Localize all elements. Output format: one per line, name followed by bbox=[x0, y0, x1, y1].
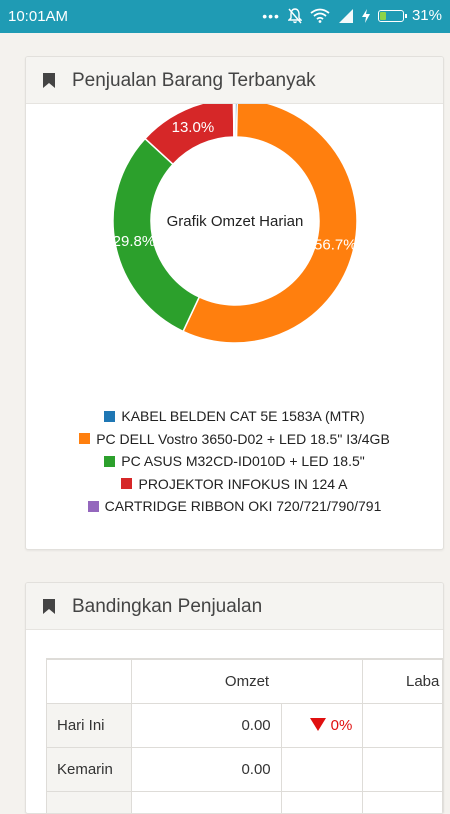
row-label: Hari Ini bbox=[46, 702, 132, 748]
bookmark-icon bbox=[43, 599, 55, 614]
wifi-icon bbox=[310, 8, 330, 23]
legend-item[interactable]: PC ASUS M32CD-ID010D + LED 18.5" bbox=[26, 450, 443, 473]
pie-slice[interactable] bbox=[182, 98, 358, 344]
table-row bbox=[46, 790, 443, 813]
legend-swatch bbox=[104, 410, 116, 422]
legend-item[interactable]: KABEL BELDEN CAT 5E 1583A (MTR) bbox=[26, 405, 443, 428]
legend-item[interactable]: PC DELL Vostro 3650-D02 + LED 18.5" I3/4… bbox=[26, 428, 443, 451]
top-sales-card: Penjualan Barang Terbanyak 56.7% 29.8% 13.… bbox=[25, 56, 444, 550]
laba-value bbox=[362, 790, 443, 813]
legend-item[interactable]: CARTRIDGE RIBBON OKI 720/721/790/791 bbox=[26, 495, 443, 518]
header-cell-omzet: Omzet bbox=[130, 658, 364, 704]
bookmark-icon bbox=[43, 73, 55, 88]
status-icons: ••• 31% bbox=[262, 7, 442, 24]
omzet-value: 0.00 bbox=[130, 746, 282, 792]
legend-swatch bbox=[87, 500, 99, 512]
omzet-change bbox=[280, 746, 364, 792]
legend-label: PC DELL Vostro 3650-D02 + LED 18.5" I3/4… bbox=[96, 430, 390, 447]
legend-label: KABEL BELDEN CAT 5E 1583A (MTR) bbox=[121, 408, 365, 425]
center-label: Grafik Omzet Harian bbox=[167, 213, 304, 230]
compare-table: Omzet Laba Hari Ini 0.00 0% Kemarin 0.00 bbox=[46, 658, 443, 813]
donut-svg: 56.7% 29.8% 13.0% Grafik Omzet Harian bbox=[112, 98, 358, 344]
laba-value bbox=[362, 746, 443, 792]
down-arrow-icon bbox=[309, 717, 326, 731]
status-time: 10:01AM bbox=[8, 8, 69, 25]
slice-label: 29.8% bbox=[113, 233, 156, 250]
legend-swatch bbox=[79, 433, 91, 445]
omzet-change bbox=[280, 790, 364, 813]
slice-label: 13.0% bbox=[172, 119, 215, 136]
battery-icon bbox=[377, 9, 407, 22]
header-cell-laba: Laba bbox=[362, 658, 443, 704]
slice-label: 56.7% bbox=[314, 236, 357, 253]
table-row: Hari Ini 0.00 0% bbox=[46, 702, 443, 748]
laba-value bbox=[362, 702, 443, 748]
mute-bell-icon bbox=[287, 7, 302, 23]
legend-swatch bbox=[121, 478, 133, 490]
omzet-value bbox=[130, 790, 282, 813]
card-title: Penjualan Barang Terbanyak bbox=[72, 70, 316, 91]
battery-percent: 31% bbox=[411, 7, 442, 24]
card-title: Bandingkan Penjualan bbox=[72, 596, 263, 617]
legend-item[interactable]: PROJEKTOR INFOKUS IN 124 A bbox=[26, 473, 443, 496]
more-notifications-icon: ••• bbox=[262, 7, 280, 24]
row-label bbox=[46, 790, 132, 813]
header-cell-empty bbox=[46, 658, 132, 704]
legend-label: CARTRIDGE RIBBON OKI 720/721/790/791 bbox=[104, 498, 382, 515]
legend-label: PC ASUS M32CD-ID010D + LED 18.5" bbox=[121, 453, 365, 470]
table-header-row: Omzet Laba bbox=[46, 658, 443, 704]
donut-chart: 56.7% 29.8% 13.0% Grafik Omzet Harian bbox=[26, 98, 443, 404]
battery-level bbox=[379, 11, 387, 20]
legend-swatch bbox=[104, 455, 116, 467]
compare-sales-card: Bandingkan Penjualan Omzet Laba Hari Ini… bbox=[25, 582, 444, 814]
cell-signal-icon bbox=[338, 8, 353, 23]
chart-legend: KABEL BELDEN CAT 5E 1583A (MTR) PC DELL V… bbox=[26, 405, 443, 518]
omzet-change: 0% bbox=[280, 702, 364, 748]
card-header: Bandingkan Penjualan bbox=[26, 583, 443, 630]
omzet-value: 0.00 bbox=[130, 702, 282, 748]
change-percent: 0% bbox=[330, 716, 353, 734]
card-header: Penjualan Barang Terbanyak bbox=[26, 57, 443, 104]
pie-slice[interactable] bbox=[232, 98, 236, 138]
row-label: Kemarin bbox=[46, 746, 132, 792]
charging-icon bbox=[361, 8, 370, 23]
status-bar: 10:01AM ••• 31% bbox=[0, 0, 450, 33]
table-row: Kemarin 0.00 bbox=[46, 746, 443, 792]
legend-label: PROJEKTOR INFOKUS IN 124 A bbox=[138, 475, 348, 492]
